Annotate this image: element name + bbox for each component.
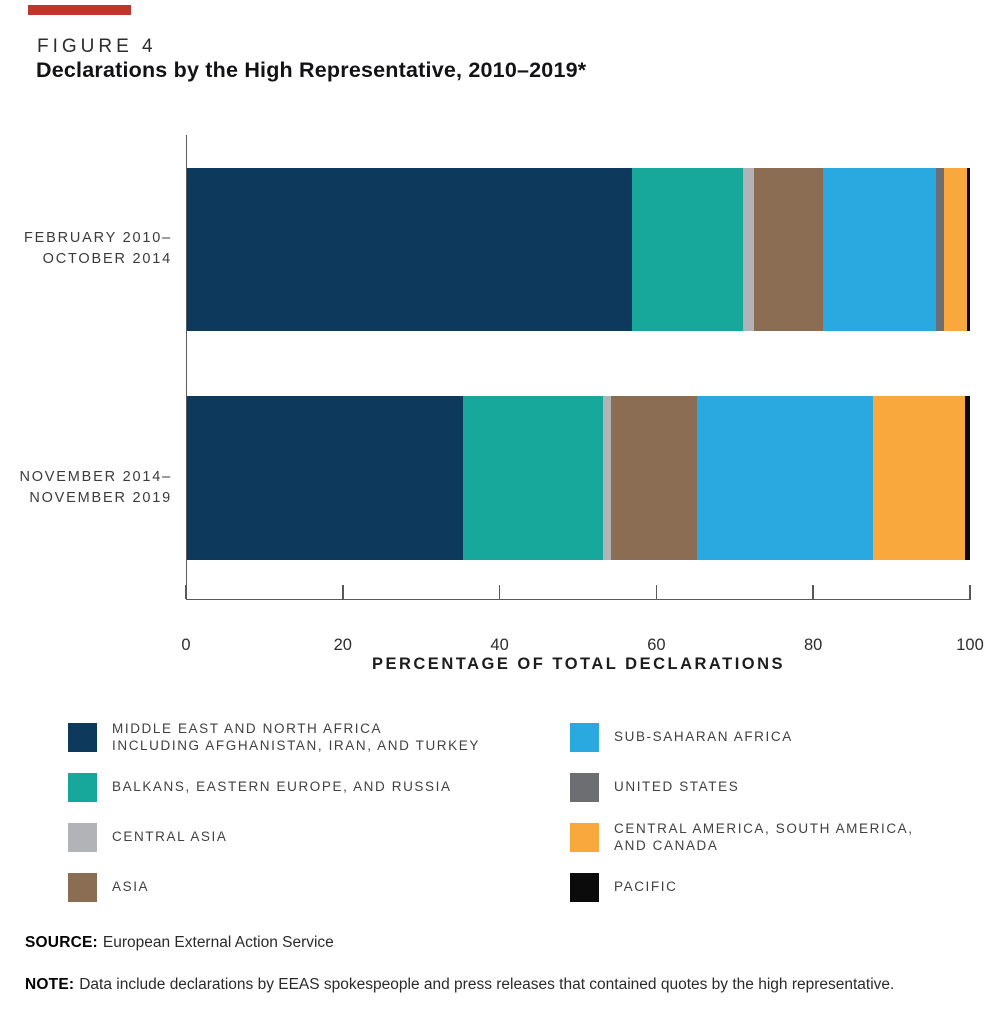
note-label: NOTE: — [25, 976, 75, 993]
row-label-nov2014-nov2019: NOVEMBER 2014– NOVEMBER 2019 — [0, 467, 172, 509]
x-axis-tick-80 — [812, 585, 814, 599]
bar-segment-asia — [610, 396, 697, 560]
bar-segment-asia — [753, 168, 823, 331]
legend-label-united-states: UNITED STATES — [614, 779, 740, 795]
bar-segment-central-asia — [742, 168, 754, 331]
bar-segment-balkans-eastern-europe-russia — [462, 396, 603, 560]
x-axis-tick-label-40: 40 — [490, 636, 509, 654]
figure-label: FIGURE 4 — [37, 36, 157, 57]
legend-swatch-central-asia — [68, 822, 97, 852]
legend-label-sub-saharan-africa: SUB-SAHARAN AFRICA — [614, 729, 793, 745]
x-axis-tick-0 — [185, 585, 187, 599]
bar-segment-pacific — [966, 168, 970, 331]
legend-left-column: MIDDLE EAST AND NORTH AFRICA INCLUDING A… — [68, 712, 480, 912]
legend-label-mena: MIDDLE EAST AND NORTH AFRICA INCLUDING A… — [112, 720, 480, 754]
source-line: SOURCE: European External Action Service — [25, 934, 334, 952]
bar-segment-central-america-south-america-canada — [944, 168, 967, 331]
legend-swatch-balkans — [68, 772, 97, 802]
y-axis-line — [185, 135, 187, 599]
x-axis-tick-100 — [969, 585, 971, 599]
legend-item-central-asia: CENTRAL ASIA — [68, 812, 480, 862]
source-text: European External Action Service — [102, 934, 334, 951]
row-label-line: FEBRUARY 2010– — [24, 230, 172, 246]
legend-right-column: SUB-SAHARAN AFRICA UNITED STATES CENTRAL… — [570, 712, 914, 912]
figure-title: Declarations by the High Representative,… — [36, 58, 587, 82]
x-axis-tick-label-100: 100 — [956, 636, 984, 654]
x-axis-tick-label-0: 0 — [181, 636, 191, 654]
legend-swatch-mena — [68, 722, 97, 752]
bar-segment-mena — [187, 396, 463, 560]
row-label-line: NOVEMBER 2019 — [29, 490, 172, 506]
bar-segment-balkans-eastern-europe-russia — [631, 168, 743, 331]
bar-segment-central-america-south-america-canada — [872, 396, 966, 560]
legend-swatch-central-america — [570, 822, 599, 852]
x-axis-line — [185, 598, 971, 600]
bar-segment-central-asia — [602, 396, 611, 560]
legend-swatch-united-states — [570, 772, 599, 802]
legend-item-mena: MIDDLE EAST AND NORTH AFRICA INCLUDING A… — [68, 712, 480, 762]
legend-item-united-states: UNITED STATES — [570, 762, 914, 812]
x-axis-tick-20 — [342, 585, 344, 599]
legend-label-central-america: CENTRAL AMERICA, SOUTH AMERICA, AND CANA… — [614, 820, 914, 854]
figure-accent-bar — [28, 5, 131, 15]
legend-item-sub-saharan-africa: SUB-SAHARAN AFRICA — [570, 712, 914, 762]
legend-item-asia: ASIA — [68, 862, 480, 912]
row-label-line: OCTOBER 2014 — [42, 251, 172, 267]
legend-item-central-america-south-america-canada: CENTRAL AMERICA, SOUTH AMERICA, AND CANA… — [570, 812, 914, 862]
note-text: Data include declarations by EEAS spokes… — [79, 976, 895, 993]
bar-feb2010-oct2014 — [187, 168, 970, 331]
row-label-line: NOVEMBER 2014– — [19, 469, 172, 485]
legend-swatch-sub-saharan-africa — [570, 722, 599, 752]
legend-item-pacific: PACIFIC — [570, 862, 914, 912]
bar-segment-sub-saharan-africa — [822, 168, 937, 331]
x-axis-tick-label-60: 60 — [647, 636, 666, 654]
source-label: SOURCE: — [25, 934, 98, 951]
legend-label-asia: ASIA — [112, 879, 150, 895]
bar-segment-sub-saharan-africa — [696, 396, 873, 560]
row-label-feb2010-oct2014: FEBRUARY 2010– OCTOBER 2014 — [0, 228, 172, 270]
legend-label-central-asia: CENTRAL ASIA — [112, 829, 228, 845]
legend-swatch-asia — [68, 872, 97, 902]
x-axis-title: PERCENTAGE OF TOTAL DECLARATIONS — [371, 655, 786, 673]
stacked-bar-chart: FEBRUARY 2010– OCTOBER 2014 NOVEMBER 201… — [0, 135, 984, 673]
bar-segment-mena — [187, 168, 632, 331]
x-axis-tick-label-80: 80 — [804, 636, 823, 654]
bar-nov2014-nov2019 — [187, 396, 970, 560]
legend-swatch-pacific — [570, 872, 599, 902]
note-line: NOTE: Data include declarations by EEAS s… — [25, 976, 894, 994]
x-axis-tick-40 — [498, 585, 501, 599]
bar-segment-pacific — [965, 396, 970, 560]
bar-segment-united-states — [936, 168, 945, 331]
x-axis-tick-label-20: 20 — [333, 636, 352, 654]
legend-label-balkans: BALKANS, EASTERN EUROPE, AND RUSSIA — [112, 779, 452, 795]
legend-item-balkans-eastern-europe-russia: BALKANS, EASTERN EUROPE, AND RUSSIA — [68, 762, 480, 812]
x-axis-tick-60 — [655, 585, 658, 599]
legend-label-pacific: PACIFIC — [614, 879, 678, 895]
